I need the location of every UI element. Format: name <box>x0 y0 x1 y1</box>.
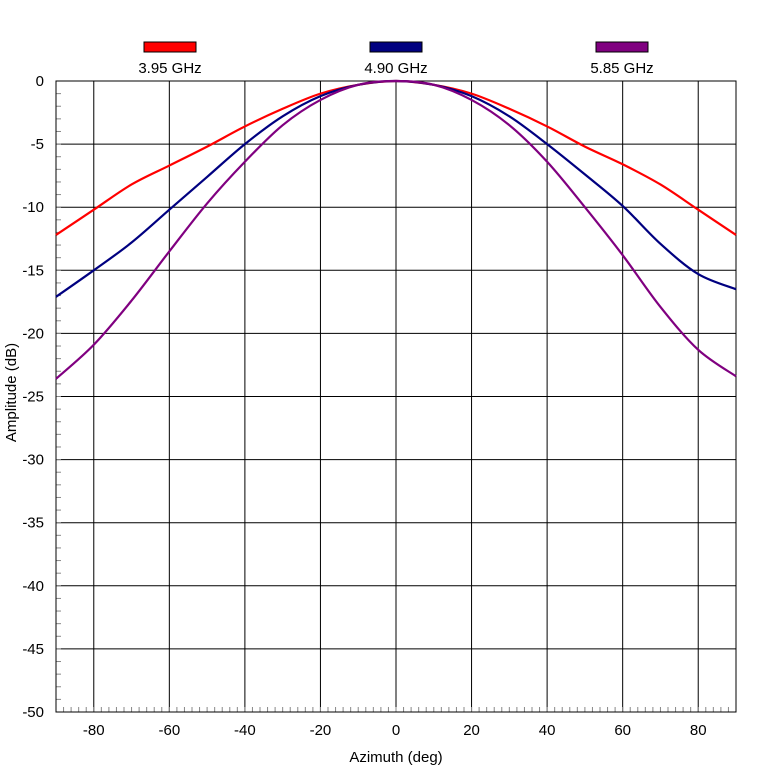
y-axis-title: Amplitude (dB) <box>3 343 20 442</box>
legend-label: 3.95 GHz <box>138 60 201 77</box>
tick-labels: -80 -60 -40 -20 0 20 40 60 80 0 -5 -10 -15 -20 -25 -30 -… <box>22 73 706 739</box>
legend: 3.95 GHz 4.90 GHz 5.85 GHz <box>138 41 654 77</box>
curves <box>55 79 737 380</box>
y-tick-label: -15 <box>22 262 44 279</box>
x-tick-label: 20 <box>463 722 480 739</box>
x-tick-label: -20 <box>310 722 332 739</box>
x-tick-label: 40 <box>539 722 556 739</box>
y-tick-label: -30 <box>22 452 44 469</box>
x-axis-title: Azimuth (deg) <box>349 749 442 766</box>
y-tick-label: -35 <box>22 515 44 532</box>
y-tick-label: -10 <box>22 199 44 216</box>
x-tick-label: 60 <box>614 722 631 739</box>
x-tick-label: 0 <box>392 722 400 739</box>
y-tick-label: -20 <box>22 325 44 342</box>
series-line <box>55 79 737 380</box>
legend-label: 4.90 GHz <box>364 60 427 77</box>
x-tick-label: -60 <box>158 722 180 739</box>
legend-swatch <box>369 41 423 53</box>
x-tick-label: -80 <box>83 722 105 739</box>
grid <box>56 80 736 713</box>
legend-label: 5.85 GHz <box>590 60 653 77</box>
y-tick-label: -25 <box>22 389 44 406</box>
legend-item: 3.95 GHz <box>138 41 202 77</box>
legend-item: 5.85 GHz <box>590 41 654 77</box>
y-tick-label: -40 <box>22 578 44 595</box>
y-tick-label: 0 <box>36 73 44 90</box>
legend-item: 4.90 GHz <box>364 41 428 77</box>
x-tick-label: 80 <box>690 722 707 739</box>
y-tick-label: -45 <box>22 641 44 658</box>
y-tick-label: -50 <box>22 704 44 721</box>
legend-swatch <box>143 41 197 53</box>
y-tick-label: -5 <box>31 136 44 153</box>
minor-ticks <box>55 80 737 713</box>
legend-swatch <box>595 41 649 53</box>
x-tick-label: -40 <box>234 722 256 739</box>
